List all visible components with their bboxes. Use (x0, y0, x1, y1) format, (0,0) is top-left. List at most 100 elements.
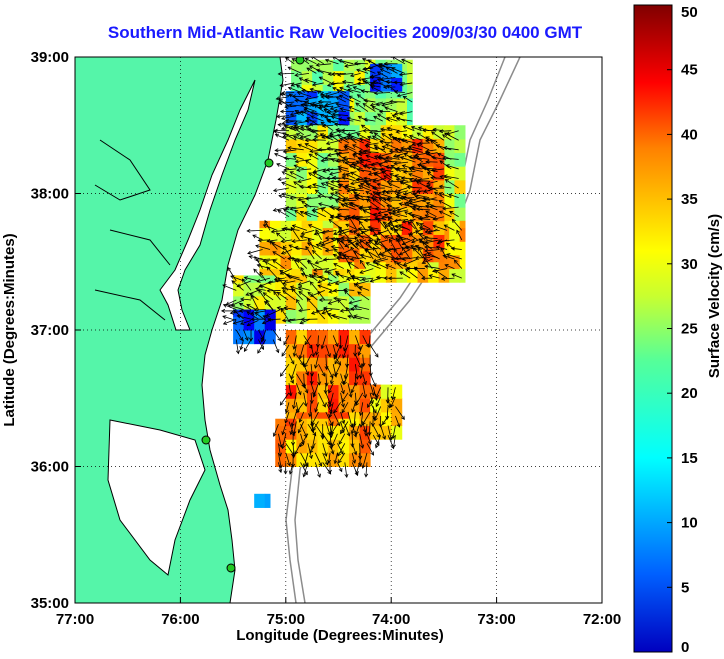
velocity-cell (296, 418, 308, 427)
velocity-cell (275, 309, 287, 324)
velocity-vector (382, 145, 393, 151)
vector-head (322, 257, 328, 262)
velocity-cell (296, 452, 308, 467)
vector-head (352, 86, 357, 90)
velocity-cell (412, 125, 424, 140)
velocity-vector (278, 433, 282, 448)
vector-head (324, 236, 329, 241)
vector-head (325, 181, 330, 186)
velocity-vector (365, 424, 368, 436)
vector-head (424, 248, 429, 253)
vector-head (385, 190, 390, 195)
vector-head (281, 352, 286, 357)
vector-head (308, 413, 313, 418)
velocity-cell (349, 343, 361, 358)
vector-head (310, 445, 315, 451)
vector-head (262, 258, 267, 263)
vector-head (344, 63, 349, 68)
velocity-cell (327, 275, 339, 283)
vector-head (368, 130, 374, 135)
vector-head (410, 125, 416, 130)
vector-head (379, 139, 384, 144)
vector-head (332, 86, 337, 91)
velocity-vector (307, 238, 315, 250)
vector-head (304, 196, 310, 201)
velocity-cell (275, 452, 287, 467)
vector-head (353, 191, 358, 196)
vector-head (308, 454, 313, 460)
vector-head (239, 346, 244, 351)
velocity-vector (424, 246, 438, 249)
vector-head (364, 142, 370, 147)
vector-head (355, 470, 360, 475)
velocity-cell (449, 220, 461, 229)
vector-head (326, 82, 332, 87)
vector-head (324, 102, 329, 107)
velocity-vector (354, 354, 362, 368)
velocity-vector (331, 433, 338, 447)
velocity-vector (371, 82, 383, 84)
vector-head (405, 201, 411, 206)
vector-head (287, 318, 292, 323)
velocity-vector (337, 213, 350, 220)
vector-head (309, 449, 314, 454)
velocity-vector (310, 104, 326, 107)
velocity-vector (305, 246, 315, 260)
velocity-cell (296, 282, 308, 297)
velocity-cell (443, 179, 455, 194)
velocity-vector (379, 168, 394, 173)
vector-head (379, 127, 385, 132)
vector-head (340, 128, 346, 133)
velocity-cell (407, 84, 413, 99)
velocity-vector (387, 206, 400, 211)
vector-head (273, 128, 278, 133)
velocity-vector (350, 72, 361, 77)
velocity-vector (335, 191, 350, 201)
vector-head (348, 95, 353, 100)
vector-head (425, 159, 430, 164)
vector-head (255, 244, 260, 249)
vector-head (312, 393, 317, 398)
vector-head (445, 164, 450, 169)
velocity-vector (424, 265, 440, 269)
velocity-vector (382, 101, 398, 106)
velocity-cell (380, 63, 392, 78)
vector-head (330, 158, 336, 163)
velocity-vector (374, 239, 389, 245)
velocity-cell (285, 179, 297, 194)
vector-head (371, 167, 376, 172)
velocity-vector (312, 171, 327, 179)
velocity-vector (275, 134, 290, 141)
vector-head (311, 82, 317, 87)
velocity-cell (338, 220, 350, 235)
vector-head (349, 229, 354, 234)
vector-head (296, 91, 302, 96)
vector-head (267, 280, 272, 285)
vector-head (352, 459, 357, 464)
vector-head (370, 81, 375, 86)
vector-head (239, 321, 245, 325)
vector-head (398, 195, 404, 201)
velocity-vector (334, 110, 346, 112)
vector-head (422, 128, 427, 133)
velocity-cell (285, 193, 297, 208)
velocity-vector (386, 180, 401, 183)
velocity-cell (359, 370, 371, 386)
velocity-vector (350, 171, 363, 179)
velocity-vector (363, 68, 376, 74)
velocity-vector (328, 383, 334, 394)
station-marker (264, 158, 274, 168)
velocity-vector (259, 271, 267, 282)
vector-head (230, 302, 236, 307)
vector-head (373, 171, 379, 176)
velocity-vector (308, 172, 319, 179)
velocity-vector (293, 335, 297, 350)
velocity-vector (374, 406, 382, 421)
vector-head (333, 122, 339, 127)
velocity-vector (349, 164, 364, 173)
vector-head (353, 314, 358, 319)
velocity-cell (338, 439, 350, 454)
vector-head (363, 380, 367, 386)
velocity-vector (376, 262, 389, 269)
velocity-vector (310, 373, 313, 385)
